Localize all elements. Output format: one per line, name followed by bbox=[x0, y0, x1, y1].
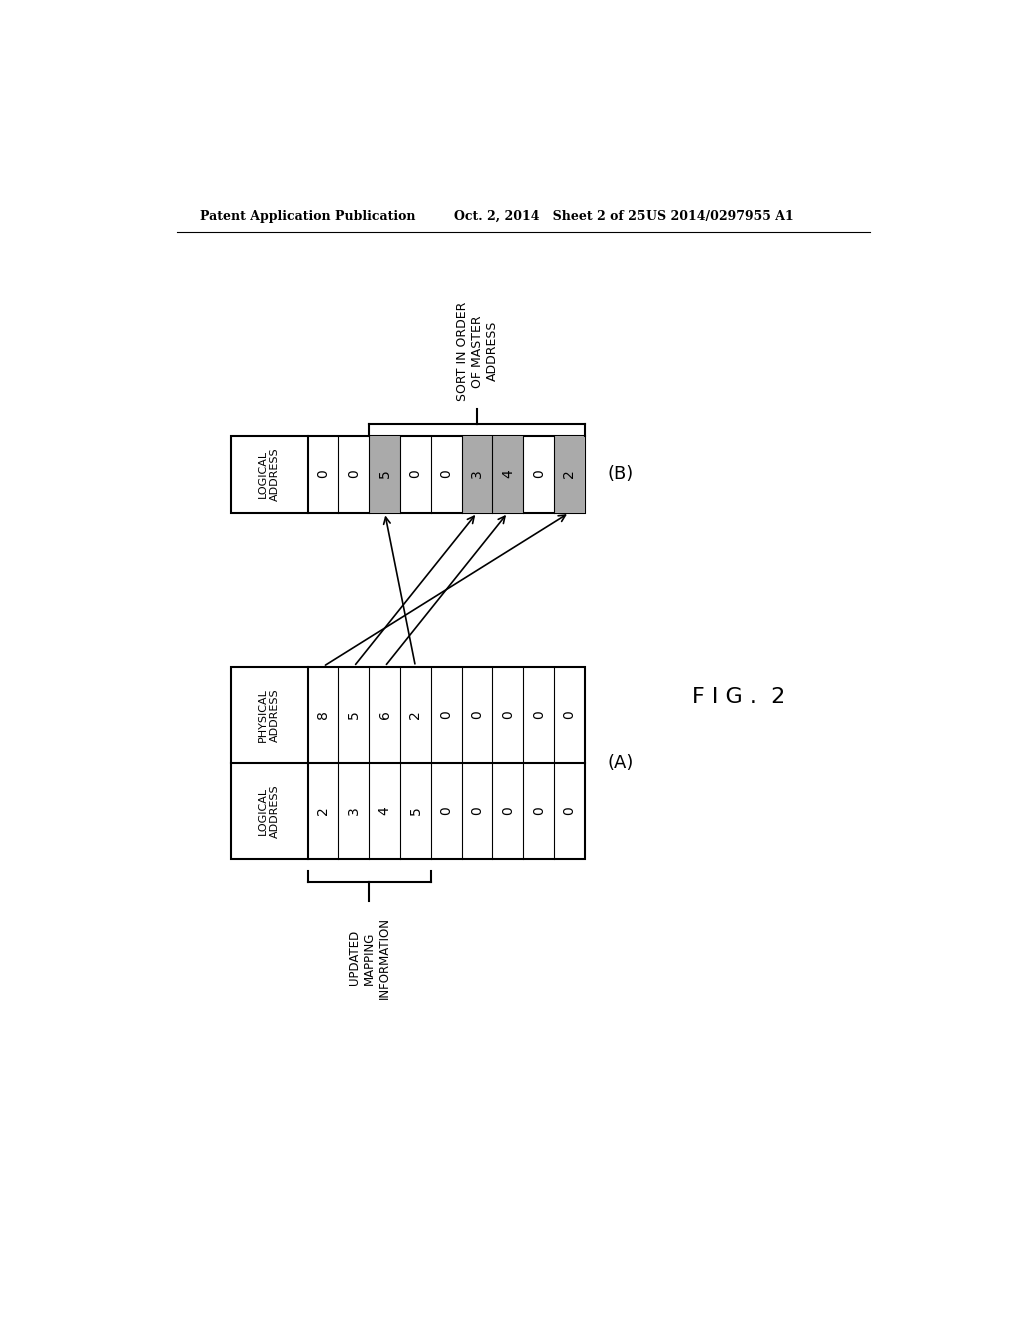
Text: F I G .  2: F I G . 2 bbox=[692, 688, 785, 708]
Text: PHYSICAL
ADDRESS: PHYSICAL ADDRESS bbox=[258, 688, 280, 742]
Text: 3: 3 bbox=[347, 807, 360, 816]
Text: 0: 0 bbox=[316, 470, 330, 478]
Bar bbox=[370, 436, 400, 512]
Text: 0: 0 bbox=[439, 807, 454, 816]
Bar bbox=[230, 667, 585, 859]
Text: (A): (A) bbox=[608, 754, 634, 772]
Bar bbox=[493, 436, 523, 512]
Bar bbox=[554, 436, 585, 512]
Text: 5: 5 bbox=[409, 807, 423, 816]
Text: 2: 2 bbox=[409, 710, 423, 719]
Text: SORT IN ORDER
OF MASTER
ADDRESS: SORT IN ORDER OF MASTER ADDRESS bbox=[456, 301, 499, 401]
Text: 0: 0 bbox=[470, 807, 484, 816]
Text: 3: 3 bbox=[470, 470, 484, 478]
Text: LOGICAL
ADDRESS: LOGICAL ADDRESS bbox=[258, 784, 280, 838]
Text: US 2014/0297955 A1: US 2014/0297955 A1 bbox=[646, 210, 795, 223]
Text: (B): (B) bbox=[608, 465, 634, 483]
Text: LOGICAL
ADDRESS: LOGICAL ADDRESS bbox=[258, 447, 280, 500]
Bar bbox=[230, 436, 585, 512]
Text: 0: 0 bbox=[470, 710, 484, 719]
Text: 0: 0 bbox=[501, 710, 515, 719]
Text: Patent Application Publication: Patent Application Publication bbox=[200, 210, 416, 223]
Text: 6: 6 bbox=[378, 710, 391, 719]
Text: UPDATED
MAPPING
INFORMATION: UPDATED MAPPING INFORMATION bbox=[348, 917, 391, 999]
Text: 8: 8 bbox=[316, 710, 330, 719]
Text: 5: 5 bbox=[378, 470, 391, 478]
Text: 0: 0 bbox=[562, 710, 577, 719]
Text: 0: 0 bbox=[409, 470, 423, 478]
Text: 0: 0 bbox=[531, 470, 546, 478]
Text: 4: 4 bbox=[501, 470, 515, 478]
Text: 2: 2 bbox=[316, 807, 330, 816]
Text: 0: 0 bbox=[562, 807, 577, 816]
Text: Oct. 2, 2014   Sheet 2 of 25: Oct. 2, 2014 Sheet 2 of 25 bbox=[454, 210, 645, 223]
Text: 0: 0 bbox=[439, 470, 454, 478]
Bar bbox=[462, 436, 493, 512]
Text: 0: 0 bbox=[347, 470, 360, 478]
Text: 0: 0 bbox=[531, 710, 546, 719]
Text: 0: 0 bbox=[501, 807, 515, 816]
Text: 2: 2 bbox=[562, 470, 577, 478]
Text: 0: 0 bbox=[531, 807, 546, 816]
Text: 5: 5 bbox=[347, 710, 360, 719]
Text: 0: 0 bbox=[439, 710, 454, 719]
Text: 4: 4 bbox=[378, 807, 391, 816]
